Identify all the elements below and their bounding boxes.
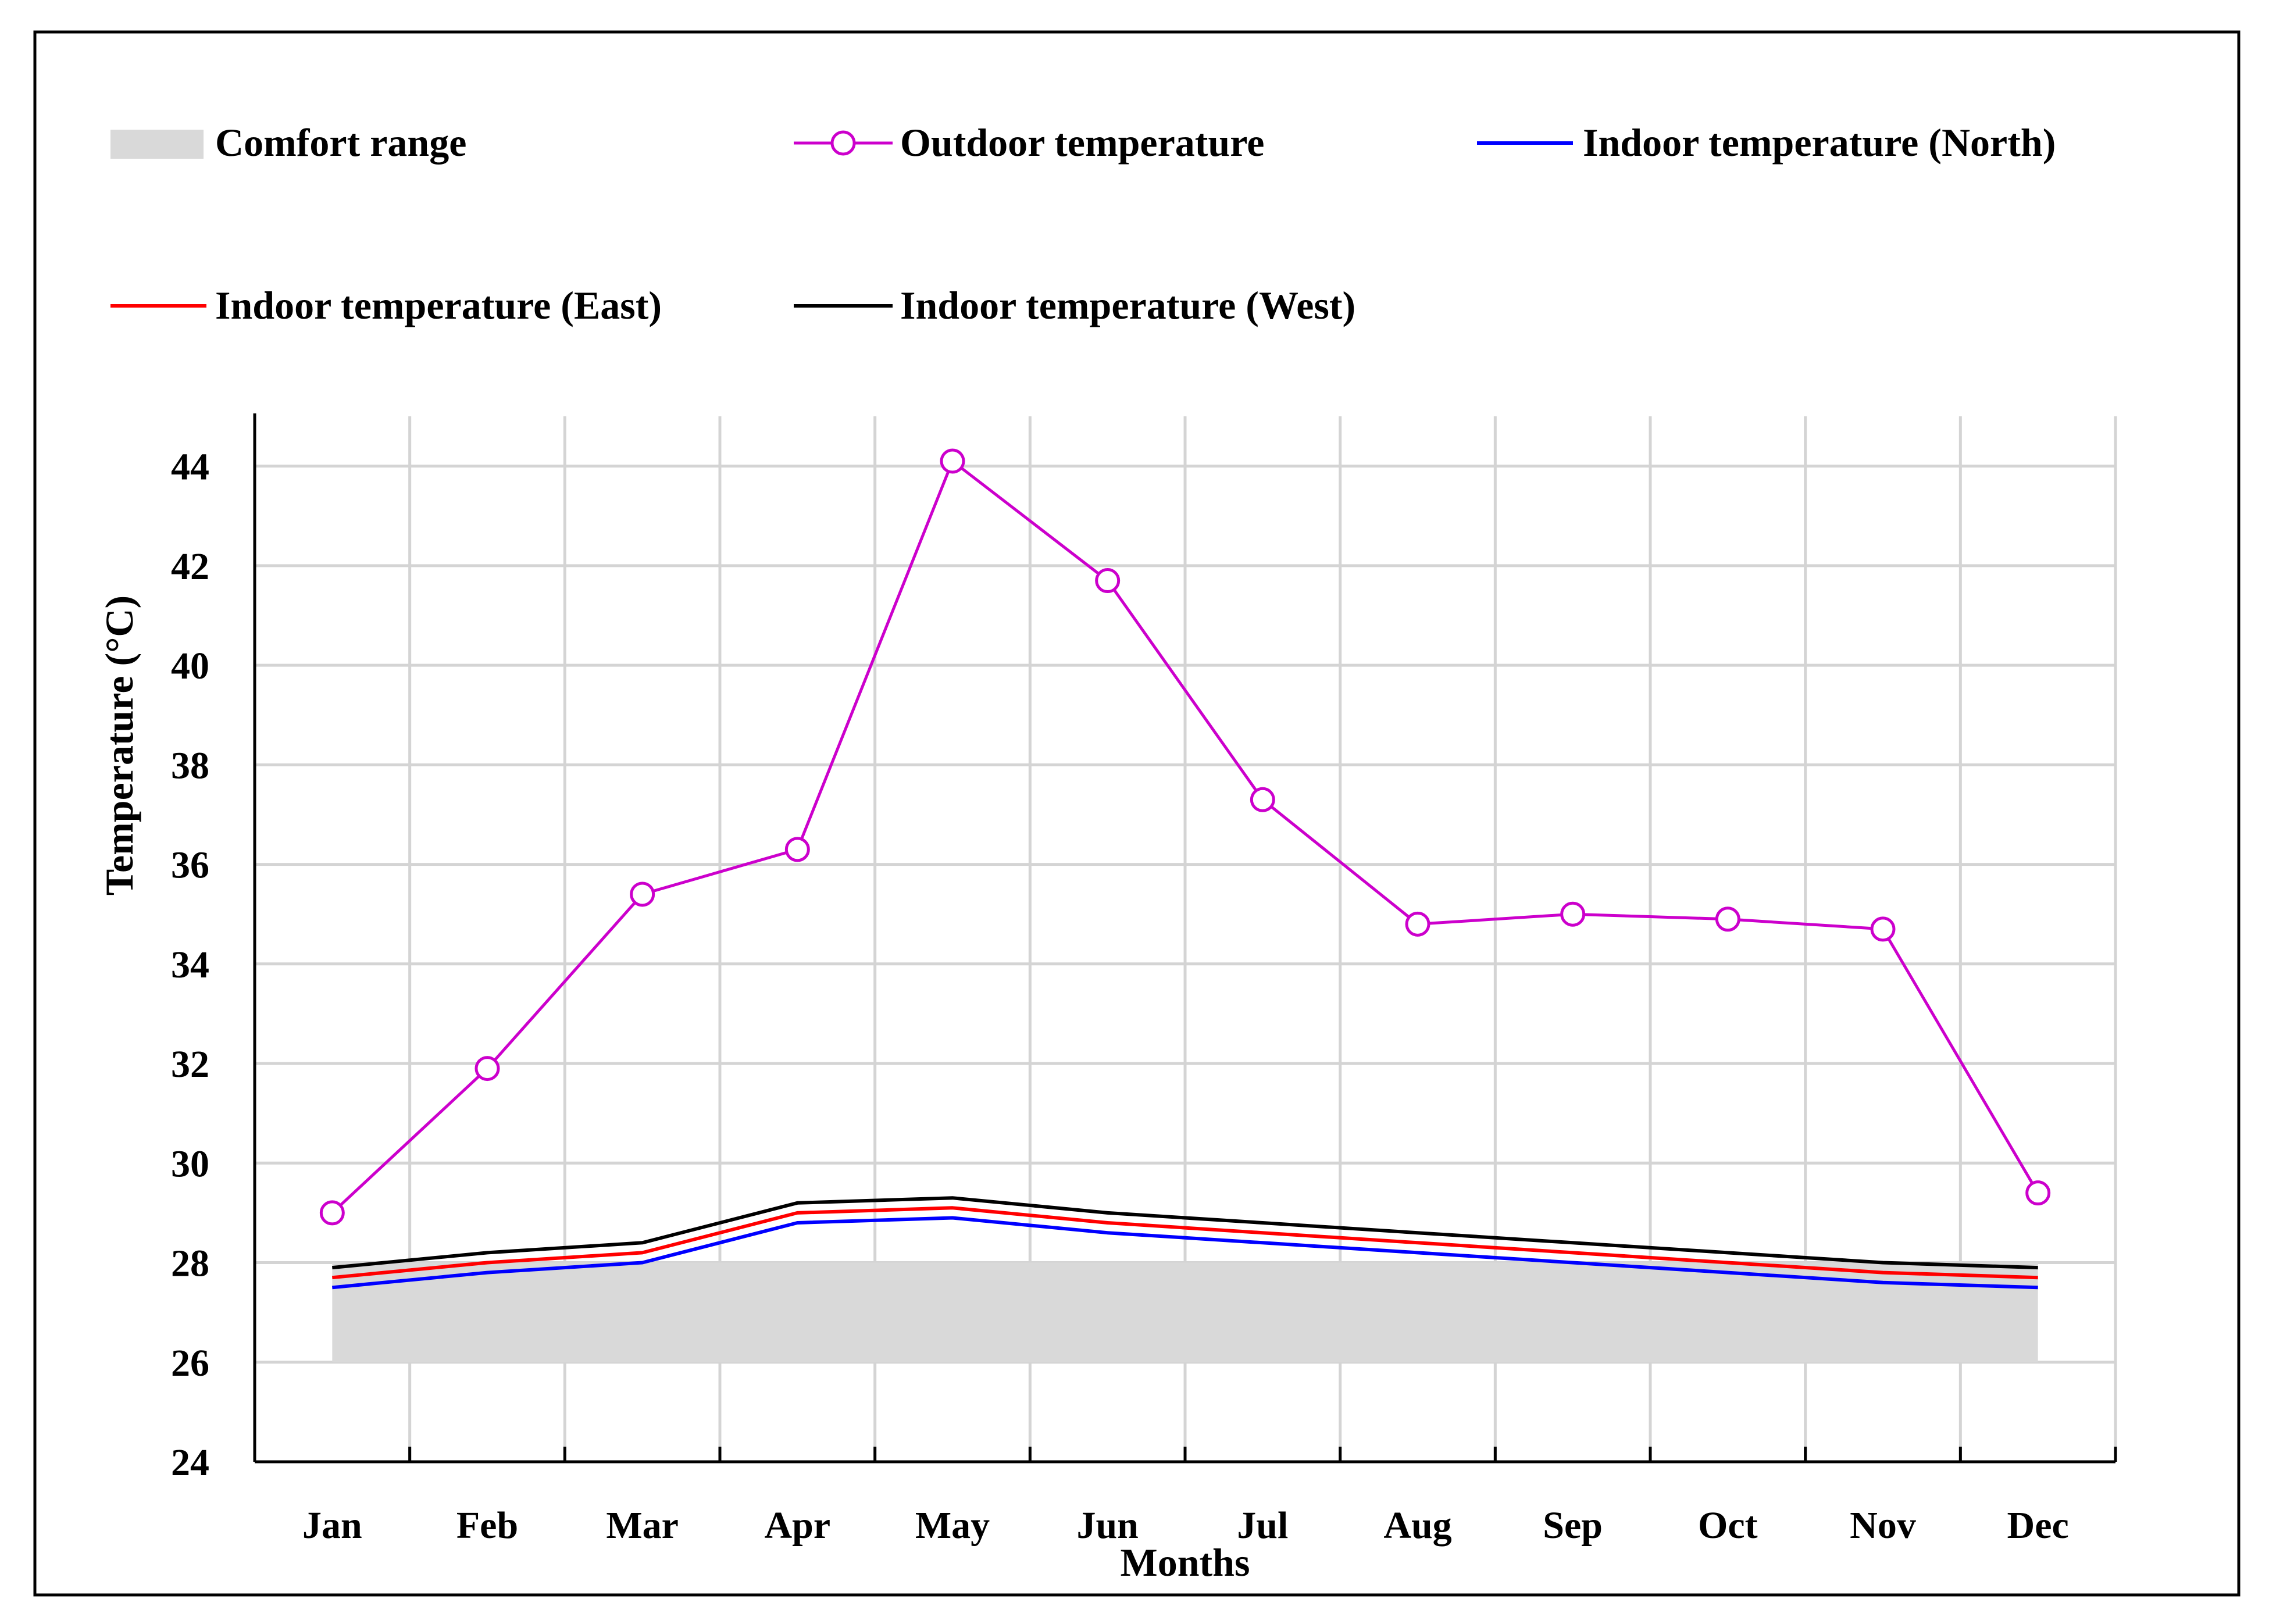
x-tick-label-apr: Apr [764,1504,830,1547]
x-tick-label-aug: Aug [1383,1504,1451,1547]
x-axis-title: Months [1121,1540,1250,1584]
x-tick-label-oct: Oct [1698,1504,1758,1547]
comfort-range-area [332,1262,2038,1362]
y-tick-label: 36 [171,844,209,887]
legend: Comfort range Outdoor temperature Indoor… [110,120,2056,327]
y-tick-label: 26 [171,1342,209,1384]
data-point-outdoor-temperature-may [940,448,965,474]
data-point-outdoor-temperature-aug [1405,911,1430,937]
legend-label-north: Indoor temperature (North) [1583,120,2056,165]
series-line-indoor-temperature-north [332,1216,2038,1290]
series-line-indoor-temperature-east [332,1206,2038,1280]
legend-label-west: Indoor temperature (West) [900,283,1355,327]
y-tick-label: 40 [171,645,209,687]
comfort-range-band [332,1262,2038,1362]
legend-label-east: Indoor temperature (East) [215,283,662,327]
x-tick-label-jun: Jun [1076,1504,1138,1547]
data-point-outdoor-temperature-nov [1870,916,1896,942]
data-point-outdoor-temperature-apr [784,837,810,862]
y-tick-label: 32 [171,1043,209,1086]
x-tick-label-nov: Nov [1850,1504,1916,1547]
x-tick-label-jul: Jul [1237,1504,1288,1547]
y-tick-label: 38 [171,744,209,787]
x-tick-label-may: May [915,1504,990,1547]
data-point-outdoor-temperature-mar [630,881,655,907]
x-tick-label-mar: Mar [606,1504,679,1547]
y-tick-label: 34 [171,944,209,986]
y-tick-label: 30 [171,1143,209,1185]
legend-marker-outdoor [830,130,856,156]
data-point-outdoor-temperature-jul [1250,787,1275,812]
y-tick-label: 42 [171,545,209,588]
legend-swatch-comfort-range [110,130,204,159]
x-tick-label-sep: Sep [1543,1504,1603,1547]
x-tick-labels: Jan Feb Mar Apr May Jun Jul Aug Sep Oct Nov Dec [302,1504,2069,1547]
x-tick-label-feb: Feb [456,1504,518,1547]
series-lines [319,448,2051,1290]
series-line-indoor-temperature-west [332,1196,2038,1270]
data-point-outdoor-temperature-jan [319,1200,345,1226]
y-tick-label: 24 [171,1441,209,1484]
data-point-outdoor-temperature-feb [475,1056,500,1082]
series-line-outdoor-temperature [331,459,2039,1214]
data-point-outdoor-temperature-dec [2025,1180,2051,1206]
y-tick-labels: 24 26 28 30 32 34 36 38 40 42 44 [171,446,209,1484]
data-point-outdoor-temperature-sep [1560,901,1586,927]
data-point-outdoor-temperature-oct [1715,906,1740,932]
legend-label-comfort-range: Comfort range [215,120,466,165]
y-tick-label: 28 [171,1243,209,1285]
y-tick-label: 44 [171,446,209,488]
x-tick-label-dec: Dec [2007,1504,2069,1547]
legend-label-outdoor: Outdoor temperature [900,120,1264,165]
y-axis-title: Temperature (°C) [97,595,141,895]
x-tick-label-jan: Jan [302,1504,362,1547]
axes [253,413,2117,1464]
data-point-outdoor-temperature-jun [1095,568,1121,594]
